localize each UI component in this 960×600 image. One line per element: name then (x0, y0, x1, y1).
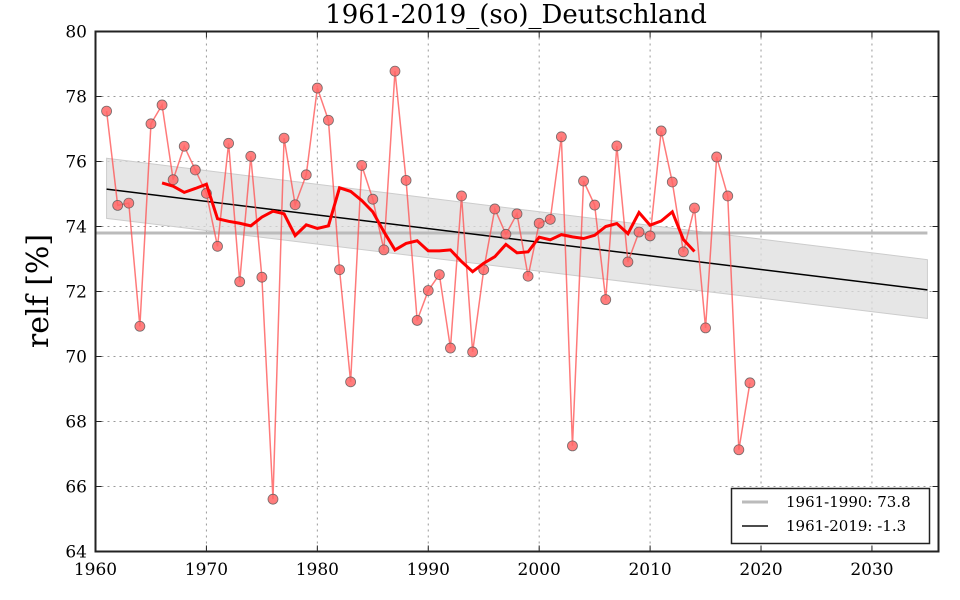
x-tick-label: 1960 (74, 560, 117, 580)
y-tick-label: 72 (65, 283, 87, 303)
y-tick-label: 76 (65, 153, 87, 173)
annual-data-point (522, 270, 534, 282)
annual-data-point (145, 118, 157, 130)
y-tick-label: 68 (65, 413, 87, 433)
annual-data-point (356, 159, 368, 171)
annual-data-point (378, 244, 390, 256)
y-tick-label: 70 (65, 348, 87, 368)
annual-data-point (689, 202, 700, 214)
annual-data-point (567, 440, 578, 452)
y-tick-label: 78 (65, 88, 87, 108)
annual-data-point (167, 174, 179, 186)
annual-data-point (456, 190, 467, 202)
annual-data-point (422, 285, 434, 296)
annual-data-point (245, 150, 257, 162)
annual-data-point (311, 82, 323, 94)
annual-data-point (677, 246, 689, 258)
x-tick-label: 1970 (185, 560, 228, 580)
y-tick-label: 66 (65, 478, 87, 498)
annual-data-point (489, 203, 501, 215)
annual-data-point (400, 174, 412, 186)
x-axis-tick-labels: 1960 1970 1980 1990 2000 2010 2020 2030 (74, 560, 894, 580)
trend-line (106, 188, 928, 291)
moving-average-line (161, 181, 696, 274)
annual-data-point (411, 315, 423, 326)
chart-title: 1961-2019_(so)_Deutschland (325, 0, 707, 30)
grid (95, 31, 939, 552)
axis-ticks (95, 31, 939, 552)
trend-confidence-band-layer (106, 157, 928, 320)
annual-data-point (278, 132, 290, 144)
annual-data-point (389, 65, 401, 77)
annual-data-point (433, 269, 445, 281)
annual-data-point (267, 493, 279, 505)
x-tick-label: 2030 (850, 560, 893, 580)
legend-baseline-label: 1961-1990: 73.8 (786, 493, 911, 511)
x-tick-label: 1980 (296, 560, 339, 580)
annual-data-point (289, 199, 301, 211)
annual-data-point (123, 197, 135, 209)
x-tick-label: 2020 (739, 560, 782, 580)
annual-data-point (112, 199, 124, 211)
annual-data-point (101, 105, 112, 117)
annual-data-point (722, 190, 734, 202)
annual-data-point (711, 151, 723, 163)
annual-data-point (622, 256, 634, 268)
y-tick-label: 64 (65, 543, 87, 563)
legend-box (730, 487, 931, 545)
annual-data-point (644, 230, 656, 242)
annual-series-layer (101, 65, 756, 505)
moving-average-layer (161, 181, 696, 274)
annual-data-point (744, 377, 756, 389)
annual-data-point (600, 294, 612, 306)
legend: 1961-1990: 73.8 1961-2019: -1.3 (730, 487, 931, 545)
annual-data-point (300, 169, 312, 181)
y-tick-label: 80 (65, 23, 87, 43)
trend-confidence-band (106, 157, 928, 320)
annual-data-point (134, 320, 146, 332)
annual-data-point (655, 125, 667, 137)
trend-layer (106, 188, 928, 291)
annual-data-point (334, 264, 345, 276)
annual-data-point (156, 99, 168, 111)
annual-data-point (189, 164, 201, 176)
x-tick-label: 2010 (628, 560, 671, 580)
x-tick-label: 2000 (518, 560, 561, 580)
annual-data-point (700, 322, 711, 334)
annual-data-point (500, 228, 512, 240)
annual-data-point (611, 140, 623, 152)
annual-data-point (367, 193, 379, 205)
annual-data-point (323, 114, 334, 126)
annual-data-point (445, 342, 456, 354)
annual-data-point (589, 199, 601, 211)
annual-data-point (223, 137, 235, 149)
annual-data-point (256, 271, 268, 283)
annual-data-point (511, 208, 523, 220)
y-tick-label: 74 (65, 218, 87, 238)
x-tick-label: 1990 (407, 560, 450, 580)
annual-data-point (578, 175, 589, 187)
annual-data-point (467, 346, 479, 358)
annual-data-point (633, 226, 645, 238)
annual-data-point (533, 217, 545, 229)
annual-data-point (555, 131, 567, 143)
annual-data-point (345, 376, 357, 388)
y-axis-label: relf [%] (21, 234, 56, 348)
annual-data-point (212, 240, 223, 252)
annual-data-point (544, 213, 556, 225)
legend-trend-label: 1961-2019: -1.3 (786, 517, 906, 535)
annual-data-point (234, 276, 246, 288)
annual-data-point (178, 140, 190, 152)
annual-data-point (733, 444, 745, 456)
y-axis-tick-labels: 64 66 68 70 72 74 76 78 80 (65, 23, 87, 563)
annual-data-point (666, 176, 678, 188)
